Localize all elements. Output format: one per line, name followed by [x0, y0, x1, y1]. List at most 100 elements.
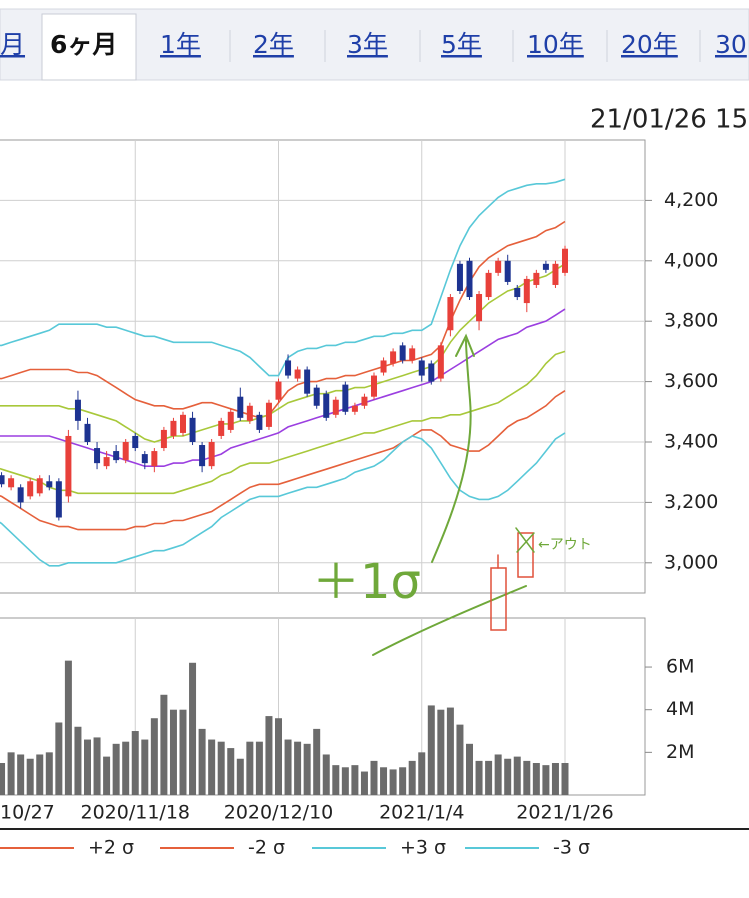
candle-body	[380, 360, 387, 373]
candle-body	[218, 420, 225, 436]
legend-label: +3 σ	[400, 837, 446, 859]
volume-bar	[485, 760, 493, 795]
volume-bar	[112, 743, 120, 795]
volume-bar	[208, 739, 216, 795]
volume-tick-label: 6M	[666, 656, 694, 678]
candle-body	[94, 448, 101, 464]
volume-bar	[542, 765, 550, 795]
volume-bar	[532, 763, 540, 795]
candle-body	[103, 457, 110, 467]
volume-tick-label: 2M	[666, 741, 694, 763]
tab[interactable]: 5年	[441, 30, 482, 59]
volume-bar	[332, 765, 340, 795]
volume-bar	[360, 771, 368, 795]
sketch-candle	[517, 532, 534, 578]
arrow-curve	[431, 339, 472, 563]
candle-body	[55, 481, 62, 518]
candle-body	[428, 363, 435, 382]
volume-bar	[446, 707, 454, 795]
annotation: ＋1σ	[312, 554, 421, 610]
volume-bar	[141, 739, 149, 795]
candle-body	[361, 396, 368, 406]
volume-bar	[26, 758, 34, 795]
candle-body	[351, 405, 358, 412]
volume-bar	[313, 728, 321, 795]
volume-bar	[284, 739, 292, 795]
candle-body	[409, 348, 416, 361]
tab[interactable]: 30	[715, 30, 747, 59]
volume-bar	[217, 741, 225, 795]
y-tick-label: 3,000	[664, 551, 718, 573]
volume-bar	[74, 726, 82, 795]
volume-bar	[246, 741, 254, 795]
x-tick-label: 2021/1/26	[516, 802, 613, 824]
candle-body	[170, 420, 177, 436]
band-line	[0, 178, 566, 377]
candle-body	[332, 399, 339, 415]
volume-bar	[504, 758, 512, 795]
candle-body	[275, 381, 282, 400]
y-tick-label: 4,200	[664, 189, 718, 211]
tab-group: 月 6ヶ月 1年 2年 3年 5年 10年 20年 30	[0, 13, 747, 81]
volume-bar	[265, 716, 273, 795]
volume-tick-label: 4M	[666, 698, 694, 720]
volume-bar	[7, 752, 15, 795]
candle-body	[476, 294, 483, 322]
top-strip	[0, 0, 749, 8]
tab-selected: 6ヶ月	[50, 30, 117, 59]
pointer-line	[372, 585, 527, 656]
volume-bar	[322, 754, 330, 795]
volume-bar	[160, 694, 168, 795]
tab[interactable]: 2年	[253, 30, 294, 59]
tab[interactable]: 10年	[527, 30, 584, 59]
candle-body	[523, 278, 530, 304]
candle-body	[485, 272, 492, 298]
volume-bar	[17, 754, 25, 795]
candle-body	[265, 402, 272, 427]
candle-body	[504, 260, 511, 282]
volume-bar	[122, 741, 130, 795]
volume-bar	[131, 731, 139, 795]
legend-label: -3 σ	[553, 837, 590, 859]
volume-bar	[36, 754, 44, 795]
timestamp: 21/01/26 15	[590, 105, 748, 135]
candle-body	[294, 369, 301, 379]
candle-body	[132, 435, 139, 449]
legend: +2 σ -2 σ +3 σ -3 σ	[0, 837, 590, 859]
x-tick-label: 10/27	[0, 802, 55, 824]
tab[interactable]: 月	[0, 30, 25, 59]
tab[interactable]: 3年	[347, 30, 388, 59]
tab[interactable]: 1年	[160, 30, 201, 59]
candle-body	[151, 451, 158, 467]
volume-bar	[551, 763, 559, 795]
candle-body	[180, 414, 186, 433]
sketch-cross	[515, 527, 535, 553]
volume-bar	[370, 760, 378, 795]
volume-bar	[236, 758, 244, 795]
candle-body	[562, 248, 568, 273]
tab[interactable]: 20年	[621, 30, 678, 59]
band-line	[0, 432, 566, 567]
candle-body	[304, 369, 311, 394]
volume-bar	[0, 763, 6, 795]
candle-body	[418, 360, 425, 376]
candle-body	[46, 481, 53, 488]
x-tick-label: 2021/1/4	[379, 802, 464, 824]
candle-body	[199, 445, 206, 467]
axes: 3,000 3,200 3,400 3,600 3,800 4,000 4,200 2M 4M 6…	[0, 189, 718, 824]
candle-body	[189, 417, 196, 442]
volume-bar	[466, 743, 473, 795]
price-plot	[0, 178, 568, 567]
candle-body	[246, 405, 253, 421]
volume-bar	[93, 737, 101, 795]
volume-bar	[179, 709, 187, 795]
volume-bar	[189, 662, 197, 795]
band-line	[0, 390, 566, 531]
candle-body	[8, 478, 15, 488]
candle-body	[514, 287, 521, 298]
y-tick-label: 4,000	[664, 249, 718, 271]
candle-body	[447, 297, 454, 331]
volume-bar	[341, 767, 349, 795]
candle-body	[237, 396, 244, 418]
